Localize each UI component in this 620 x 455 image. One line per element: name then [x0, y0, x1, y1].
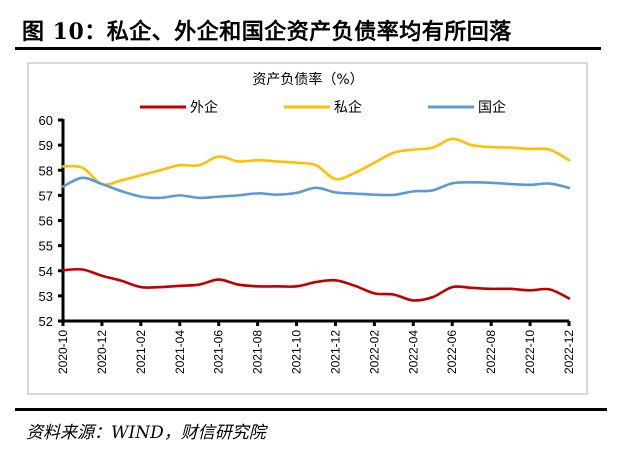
x-tick-label: 2021-06 — [212, 330, 226, 374]
x-tick-label: 2021-02 — [134, 330, 148, 374]
x-tick-label: 2021-10 — [290, 330, 304, 374]
legend-label: 国企 — [478, 99, 506, 116]
legend-label: 私企 — [334, 99, 362, 116]
y-tick-label: 57 — [39, 188, 53, 203]
legend-label: 外企 — [190, 99, 218, 116]
axes: 52 53 54 55 56 57 58 59 60 2020-10 2020-12 2021-02 2… — [39, 113, 576, 374]
title-rule — [15, 47, 601, 50]
y-tick-label: 59 — [39, 138, 53, 153]
x-tick-label: 2021-08 — [251, 330, 265, 374]
x-tick-label: 2021-04 — [173, 330, 187, 374]
y-tick-label: 52 — [39, 314, 53, 329]
series-group — [61, 137, 571, 302]
series-line-私企 — [61, 137, 571, 186]
chart-frame — [27, 62, 588, 395]
y-tick-label: 58 — [39, 163, 53, 178]
x-tick-label: 2022-04 — [406, 330, 420, 374]
source-rule — [15, 408, 607, 411]
series-line-国企 — [61, 176, 571, 200]
x-tick-label: 2022-02 — [367, 330, 381, 374]
y-tick-label: 53 — [39, 289, 53, 304]
x-tick-label: 2021-12 — [328, 330, 342, 374]
chart-title: 资产负债率（%） — [252, 71, 363, 88]
x-tick-label: 2022-06 — [445, 330, 459, 374]
y-tick-label: 56 — [39, 214, 53, 229]
x-tick-label: 2020-10 — [56, 330, 70, 374]
y-tick-label: 55 — [39, 239, 53, 254]
x-tick-label: 2020-12 — [95, 330, 109, 374]
series-line-外企 — [61, 267, 571, 302]
y-tick-label: 60 — [39, 113, 53, 128]
x-tick-label: 2022-10 — [523, 330, 537, 374]
x-tick-label: 2022-08 — [484, 330, 498, 374]
figure-title: 图 10：私企、外企和国企资产负债率均有所回落 — [22, 19, 512, 45]
source-note: 资料来源：WIND，财信研究院 — [26, 423, 266, 443]
y-tick-label: 54 — [39, 264, 53, 279]
x-tick-label: 2022-12 — [562, 330, 576, 374]
legend: 外企 私企 国企 — [140, 99, 506, 116]
